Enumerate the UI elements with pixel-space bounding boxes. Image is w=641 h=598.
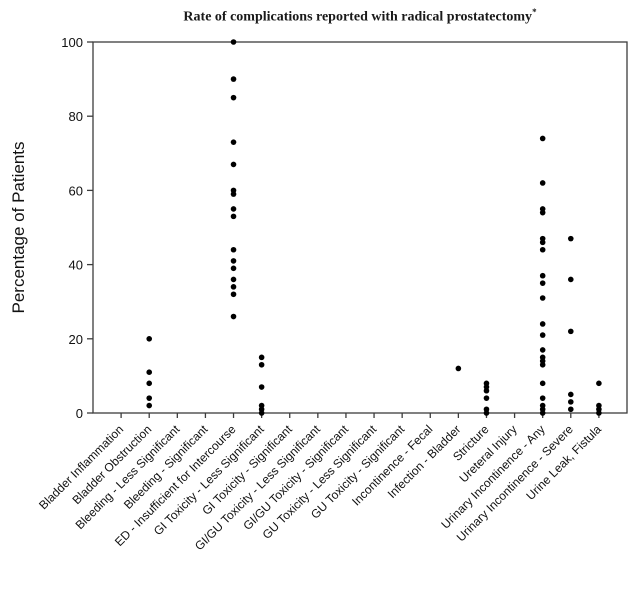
data-point <box>539 180 546 186</box>
data-point <box>539 239 546 246</box>
data-point <box>483 387 490 394</box>
data-point <box>146 369 153 375</box>
data-point <box>567 328 574 335</box>
data-point <box>146 336 153 342</box>
data-point <box>230 76 237 82</box>
data-point <box>230 94 237 101</box>
y-axis-title: Percentage of Patients <box>9 141 28 313</box>
data-point <box>596 410 602 416</box>
y-tick-label: 100 <box>61 35 83 50</box>
title-footnote-marker: * <box>532 7 537 17</box>
data-point <box>539 135 546 142</box>
data-point <box>539 321 546 327</box>
data-point <box>146 395 153 401</box>
data-point <box>230 276 237 283</box>
data-point <box>483 410 490 416</box>
data-point <box>539 209 546 216</box>
data-point <box>230 291 237 298</box>
data-point <box>567 406 574 413</box>
data-point <box>258 354 265 361</box>
data-point <box>146 380 153 387</box>
data-point <box>539 246 546 253</box>
data-point <box>230 284 237 290</box>
y-tick-label: 40 <box>69 258 83 273</box>
data-point <box>258 384 265 390</box>
plot-border <box>92 41 628 414</box>
data-point <box>230 206 237 212</box>
data-point <box>539 410 546 416</box>
data-point <box>567 235 574 242</box>
data-point <box>258 361 265 368</box>
data-point <box>567 276 574 283</box>
data-point <box>567 399 574 405</box>
data-point <box>258 410 265 416</box>
data-point <box>455 365 462 372</box>
data-point <box>230 258 237 264</box>
data-point <box>230 213 237 220</box>
data-point <box>567 391 574 398</box>
data-point <box>539 280 546 286</box>
data-point <box>230 161 237 168</box>
data-point <box>230 191 237 197</box>
data-point <box>539 361 546 368</box>
data-point <box>230 265 237 272</box>
y-tick-label: 20 <box>69 332 83 347</box>
y-tick-label: 80 <box>69 109 83 124</box>
data-point <box>539 347 546 353</box>
data-point <box>539 395 546 401</box>
data-point <box>539 295 546 301</box>
data-point <box>230 39 237 45</box>
data-point <box>146 402 153 409</box>
data-point <box>230 139 237 145</box>
data-point <box>483 395 490 401</box>
data-point <box>539 332 546 338</box>
data-point <box>230 246 237 253</box>
data-point <box>539 380 546 387</box>
chart-title: Rate of complications reported with radi… <box>93 7 627 26</box>
y-tick-label: 60 <box>69 183 83 198</box>
data-point <box>596 380 602 387</box>
data-point <box>539 272 546 279</box>
data-point <box>230 313 237 320</box>
chart-title-text: Rate of complications reported with radi… <box>183 9 533 25</box>
y-tick-label: 0 <box>76 406 83 421</box>
